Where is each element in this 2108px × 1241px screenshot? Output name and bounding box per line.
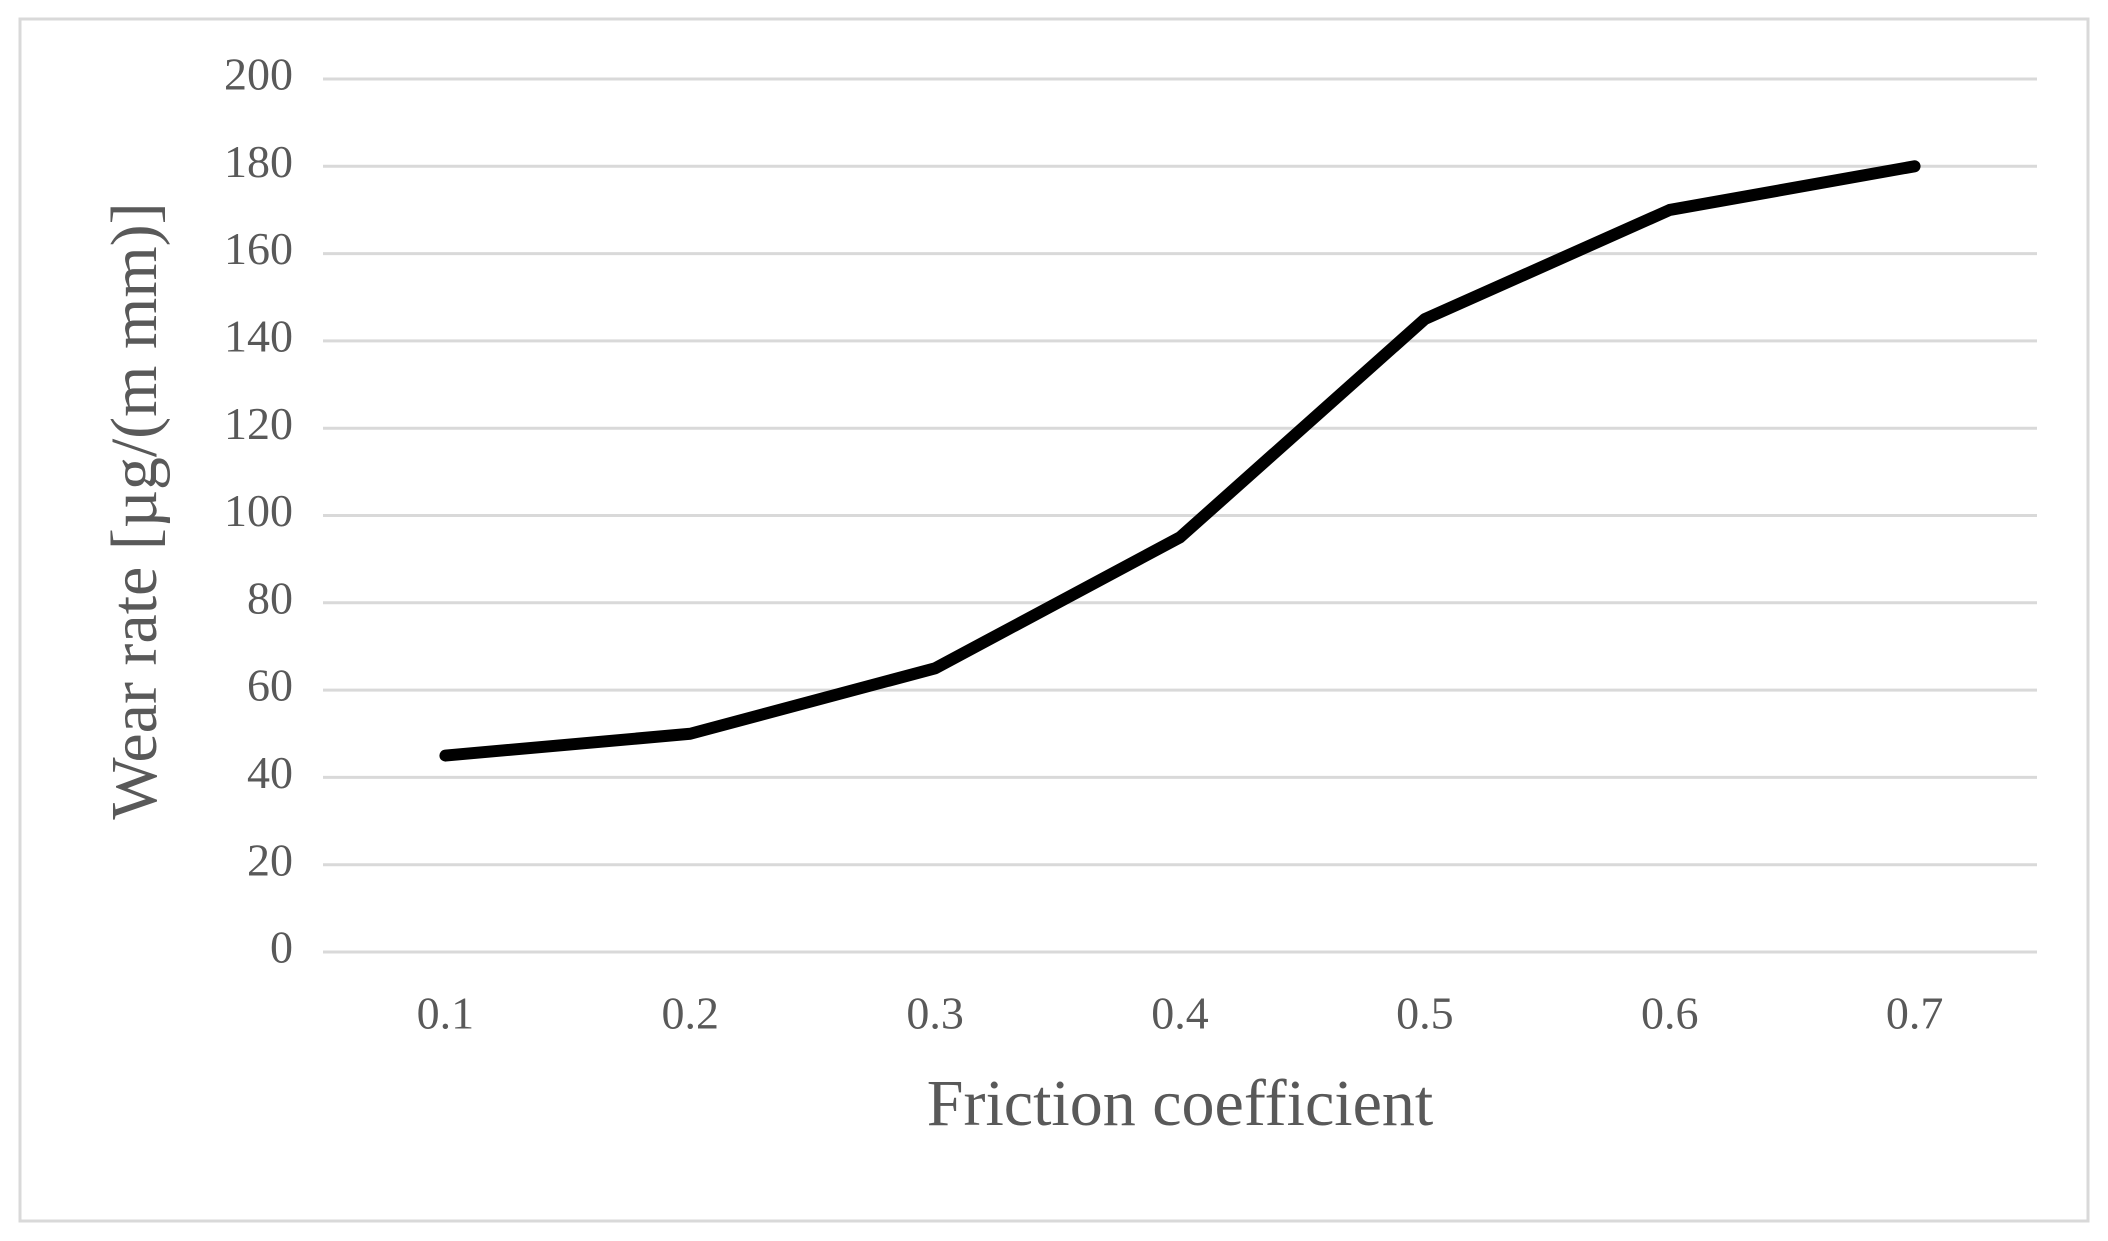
data-line	[439, 160, 1921, 762]
y-tick-label: 100	[224, 485, 293, 536]
x-tick-label: 0.7	[1886, 988, 1944, 1039]
y-tick-label: 0	[270, 922, 293, 973]
y-tick-label: 120	[224, 398, 293, 449]
x-tick-label: 0.4	[1151, 988, 1209, 1039]
y-tick-label: 40	[247, 747, 293, 798]
y-tick-label: 160	[224, 223, 293, 274]
y-tick-label: 60	[247, 660, 293, 711]
x-tick-label: 0.5	[1396, 988, 1454, 1039]
y-tick-label: 200	[224, 49, 293, 100]
chart-frame	[18, 17, 2090, 1223]
y-tick-label: 140	[224, 310, 293, 361]
x-axis-title: Friction coefficient	[927, 1067, 1433, 1140]
x-tick-label: 0.1	[417, 988, 475, 1039]
y-axis-title: Wear rate [µg/(m mm)]	[98, 202, 171, 819]
y-tick-label: 80	[247, 572, 293, 623]
y-tick-label: 180	[224, 136, 293, 187]
y-tick-label: 20	[247, 834, 293, 885]
x-tick-label: 0.6	[1641, 988, 1699, 1039]
x-tick-label: 0.3	[906, 988, 964, 1039]
x-tick-label: 0.2	[662, 988, 720, 1039]
